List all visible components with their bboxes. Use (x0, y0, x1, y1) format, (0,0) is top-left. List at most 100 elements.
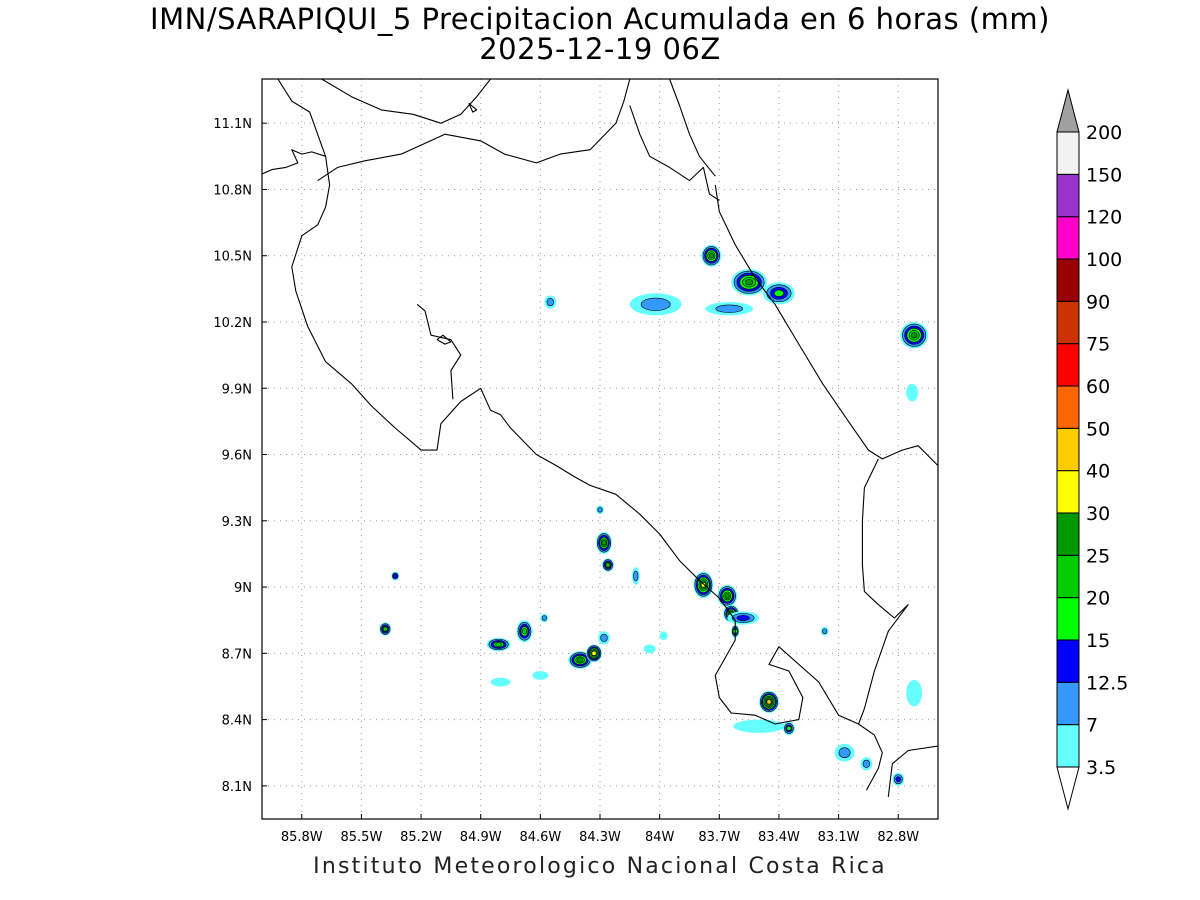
precip-cell (544, 295, 557, 309)
precip-contour-level (822, 628, 828, 635)
colorbar-legend: 3.5 7 12.5 15 20 25 30 40 50 60 75 90 100 120 150 200 (1056, 88, 1128, 811)
precip-cell (568, 651, 593, 669)
precip-cell (820, 626, 829, 636)
lat-tick-label: 8.4N (222, 714, 252, 729)
lat-tick-label: 8.7N (222, 647, 252, 662)
colorbar-level-label: 7 (1086, 715, 1098, 737)
colorbar-level-label: 20 (1086, 588, 1110, 610)
colorbar-level-label: 150 (1086, 164, 1122, 186)
precip-contour-level (708, 253, 714, 259)
coastline (887, 745, 938, 797)
colorbar-swatch (1056, 470, 1080, 514)
precip-cell (717, 584, 738, 607)
colorbar-swatch (1056, 427, 1080, 472)
precip-contour-level (601, 540, 607, 546)
precip-cell (532, 671, 549, 680)
colorbar-level-label: 90 (1086, 291, 1110, 313)
map-datetime: 2025-12-19 06Z (479, 32, 721, 66)
precip-contour-level (643, 644, 656, 654)
colorbar-level-label: 12.5 (1086, 672, 1128, 694)
precip-contour-level (605, 562, 611, 568)
coastline (857, 458, 909, 725)
lat-tick-label: 9.6N (222, 449, 252, 464)
lat-tick-label: 9N (234, 581, 252, 596)
precip-cell (391, 571, 400, 581)
coastline (291, 156, 883, 791)
colorbar-level-label: 120 (1086, 207, 1122, 229)
precip-contour-level (577, 657, 583, 663)
coastline (629, 105, 720, 201)
precip-contour-level (521, 628, 527, 635)
lat-tick-label: 9.3N (222, 515, 252, 530)
lat-tick-label: 10.5N (213, 250, 252, 265)
colorbar-swatch (1056, 216, 1080, 260)
precip-contour-level (591, 650, 597, 656)
precip-cell (763, 282, 795, 305)
longitude-tick-labels: 85.8W 85.5W 85.2W 84.9W 84.6W 84.3W 84W 83.7W 83… (281, 830, 919, 845)
colorbar-level-label: 200 (1086, 122, 1122, 144)
precip-contour-level (382, 626, 388, 632)
colorbar-swatch (1056, 173, 1080, 218)
coastline (714, 184, 938, 466)
lon-tick-label: 83.1W (818, 830, 860, 845)
precip-contour-level (392, 573, 398, 579)
precip-contour-level (895, 776, 901, 783)
precip-contour-level (597, 506, 603, 513)
precip-contour-level (766, 699, 772, 705)
lon-tick-label: 84.6W (519, 830, 561, 845)
precip-contour-level (541, 615, 547, 621)
lat-tick-label: 10.2N (213, 316, 252, 331)
precip-cell (906, 383, 919, 402)
lat-tick-label: 9.9N (222, 382, 252, 397)
precip-cell (596, 505, 604, 515)
coastline (416, 303, 462, 400)
precip-cell (516, 620, 533, 643)
lat-tick-label: 11.1N (213, 117, 252, 132)
precip-contour-level (600, 633, 608, 642)
colorbar-swatch (1056, 131, 1080, 175)
precip-cell (486, 637, 511, 652)
precip-cell (629, 293, 682, 316)
graticule-grid (262, 79, 938, 819)
precip-contour-level (773, 289, 785, 297)
precip-cell (759, 690, 779, 713)
colorbar-level-label: 25 (1086, 545, 1110, 567)
precip-contour-level (490, 677, 511, 687)
precip-contour-level (733, 719, 785, 733)
precip-contour-level (715, 304, 744, 313)
colorbar-swatch (1056, 639, 1080, 683)
precip-cell (598, 631, 610, 645)
colorbar-swatch (1056, 512, 1080, 556)
precip-contour-level (910, 332, 918, 339)
precip-cell (586, 644, 602, 663)
colorbar-level-label: 15 (1086, 630, 1110, 652)
precip-cell (900, 321, 929, 349)
precip-cell (701, 244, 722, 267)
lon-tick-label: 84.3W (579, 830, 621, 845)
precip-cell (631, 567, 640, 585)
precip-cell (733, 719, 785, 733)
lat-tick-label: 8.1N (222, 780, 252, 795)
colorbar-extend-low-arrow (1056, 766, 1080, 811)
precipitation-contours (379, 244, 929, 786)
precip-cell (643, 644, 656, 654)
precip-cell (379, 622, 392, 636)
colorbar-swatch (1056, 597, 1080, 641)
colorbar-extend-high-arrow (1056, 88, 1080, 133)
coastline (317, 79, 631, 182)
precip-contour-level (862, 759, 871, 768)
colorbar-swatch (1056, 385, 1080, 429)
colorbar-swatch (1056, 681, 1080, 726)
precip-contour-level (532, 671, 549, 680)
colorbar-level-label: 100 (1086, 249, 1122, 271)
precip-cell (731, 268, 768, 296)
precip-cell (860, 757, 873, 771)
coastlines-borders (262, 79, 938, 797)
precip-contour-level (906, 679, 923, 707)
colorbar-swatch (1056, 300, 1080, 345)
institution-credit: Instituto Meteorologico Nacional Costa R… (313, 854, 887, 879)
precip-contour-level (786, 725, 792, 731)
precip-contour-level (640, 297, 671, 311)
precip-cell (705, 302, 754, 316)
